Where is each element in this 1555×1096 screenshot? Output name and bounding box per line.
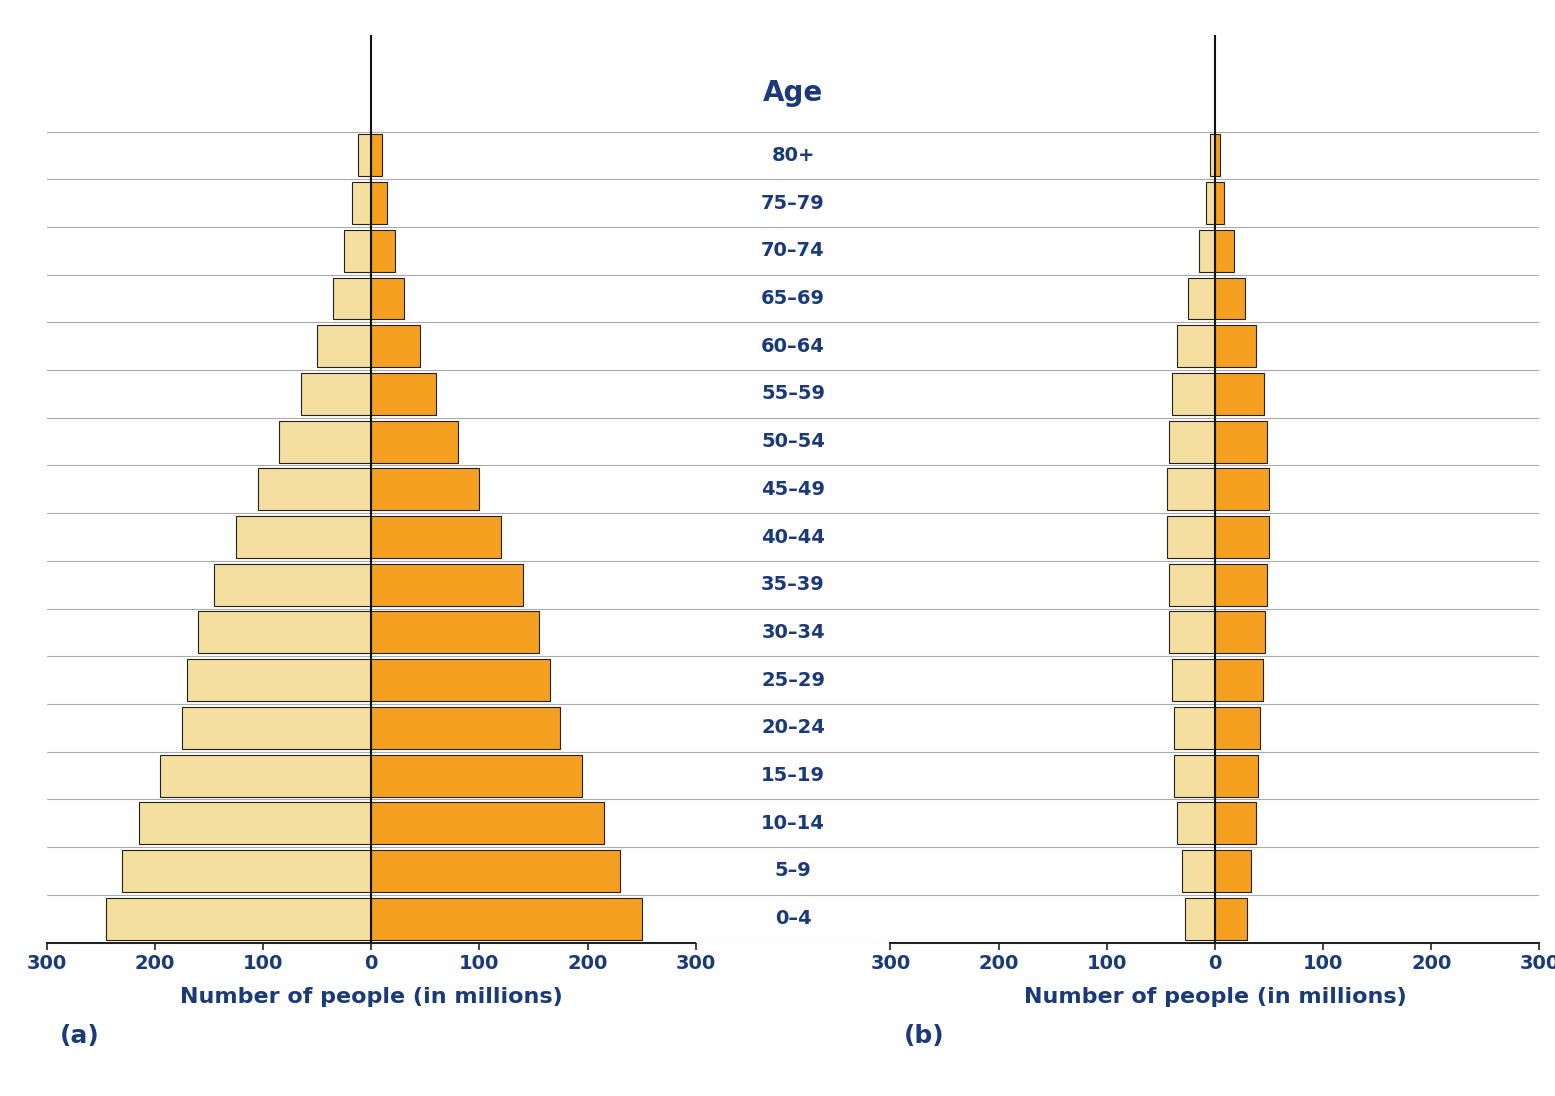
Text: 50–54: 50–54	[760, 432, 826, 452]
Text: 20–24: 20–24	[760, 718, 826, 738]
Bar	[1214, 182, 1224, 224]
Bar	[1177, 802, 1214, 844]
Bar	[1207, 182, 1214, 224]
Bar	[1214, 468, 1269, 511]
Bar	[372, 182, 387, 224]
Text: 45–49: 45–49	[760, 480, 826, 499]
Text: (a): (a)	[59, 1024, 100, 1048]
Bar	[372, 373, 435, 415]
Bar	[344, 230, 372, 272]
Text: 0–4: 0–4	[774, 910, 812, 928]
Bar	[236, 516, 372, 558]
Bar	[1177, 326, 1214, 367]
Bar	[317, 326, 372, 367]
Bar	[372, 659, 549, 701]
Bar	[372, 563, 522, 606]
Bar	[1174, 707, 1214, 749]
Bar	[1214, 326, 1256, 367]
Bar	[358, 135, 372, 176]
Text: 80+: 80+	[771, 146, 815, 164]
Bar	[1171, 659, 1214, 701]
Text: 55–59: 55–59	[760, 385, 826, 403]
Bar	[372, 468, 479, 511]
Bar	[1168, 516, 1214, 558]
Bar	[1185, 898, 1214, 939]
Bar	[1214, 754, 1258, 797]
Bar	[106, 898, 372, 939]
Bar	[197, 612, 372, 653]
Bar	[372, 135, 383, 176]
Bar	[280, 421, 372, 463]
Bar	[372, 326, 420, 367]
Bar	[160, 754, 372, 797]
Bar	[333, 277, 372, 320]
X-axis label: Number of people (in millions): Number of people (in millions)	[1023, 987, 1406, 1007]
Bar	[1188, 277, 1214, 320]
Bar	[300, 373, 372, 415]
Bar	[138, 802, 372, 844]
Text: 40–44: 40–44	[760, 527, 826, 547]
Bar	[372, 230, 395, 272]
Bar	[1214, 707, 1261, 749]
Bar	[1168, 468, 1214, 511]
Bar	[1169, 563, 1214, 606]
Bar	[1214, 230, 1235, 272]
Text: 60–64: 60–64	[760, 336, 826, 356]
Bar	[1214, 898, 1247, 939]
Bar	[1169, 612, 1214, 653]
Bar	[372, 802, 603, 844]
Bar	[1214, 850, 1250, 892]
Text: 70–74: 70–74	[762, 241, 824, 260]
Bar	[372, 850, 620, 892]
Bar	[1214, 563, 1267, 606]
Bar	[372, 516, 501, 558]
Bar	[1182, 850, 1214, 892]
Bar	[372, 707, 560, 749]
Bar	[372, 898, 642, 939]
Bar	[1214, 516, 1269, 558]
Bar	[1214, 277, 1246, 320]
Text: (b): (b)	[903, 1024, 944, 1048]
Bar	[1214, 135, 1221, 176]
Bar	[1199, 230, 1214, 272]
Bar	[1214, 373, 1264, 415]
Bar	[372, 421, 457, 463]
Bar	[215, 563, 372, 606]
X-axis label: Number of people (in millions): Number of people (in millions)	[180, 987, 563, 1007]
Text: 25–29: 25–29	[760, 671, 826, 689]
Bar	[258, 468, 372, 511]
Bar	[182, 707, 372, 749]
Bar	[1214, 612, 1264, 653]
Bar	[187, 659, 372, 701]
Bar	[1169, 421, 1214, 463]
Text: 65–69: 65–69	[760, 289, 826, 308]
Text: 35–39: 35–39	[762, 575, 824, 594]
Bar	[372, 277, 404, 320]
Bar	[1214, 659, 1263, 701]
Text: 75–79: 75–79	[762, 194, 824, 213]
Text: 15–19: 15–19	[760, 766, 826, 785]
Text: 30–34: 30–34	[762, 623, 824, 642]
Bar	[1214, 421, 1267, 463]
Bar	[1174, 754, 1214, 797]
Bar	[1214, 802, 1256, 844]
Bar	[1171, 373, 1214, 415]
Text: 10–14: 10–14	[760, 814, 826, 833]
Bar	[1210, 135, 1214, 176]
Text: 5–9: 5–9	[774, 861, 812, 880]
Bar	[351, 182, 372, 224]
Bar	[123, 850, 372, 892]
Bar	[372, 754, 582, 797]
Text: Age: Age	[764, 79, 823, 107]
Bar	[372, 612, 540, 653]
